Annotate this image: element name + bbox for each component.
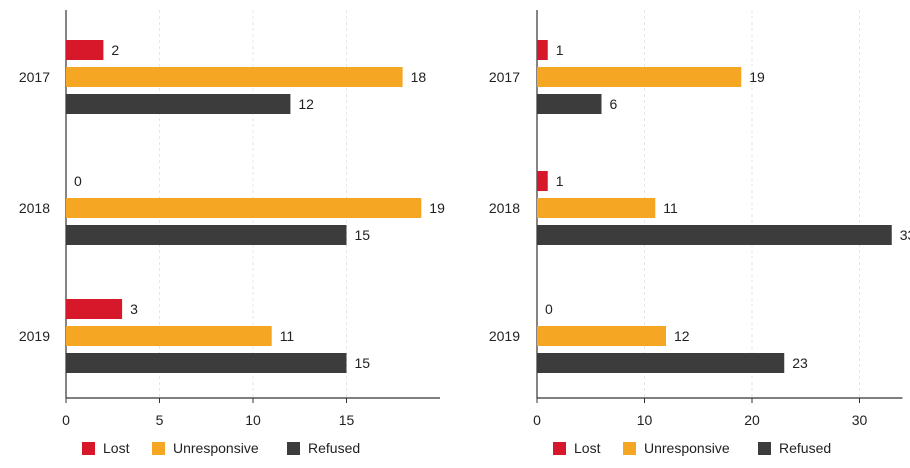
legend-swatch-unresponsive	[152, 442, 165, 455]
y-category-label: 2017	[489, 69, 520, 85]
data-label: 1	[556, 42, 564, 58]
data-label: 6	[610, 96, 618, 112]
bar-lost	[66, 299, 123, 319]
legend-swatch-lost	[553, 442, 566, 455]
legend-label-refused: Refused	[779, 440, 831, 456]
data-label: 0	[545, 301, 553, 317]
y-category-label: 2017	[19, 69, 50, 85]
legend-label-unresponsive: Unresponsive	[644, 440, 730, 456]
legend-swatch-refused	[287, 442, 300, 455]
chart-panel-2: 010203020171196201811133201901223LostUnr…	[489, 10, 910, 456]
data-label: 18	[411, 69, 427, 85]
x-tick-label: 0	[62, 412, 70, 428]
x-tick-label: 5	[156, 412, 164, 428]
bar-lost	[66, 40, 104, 60]
x-tick-label: 10	[245, 412, 261, 428]
legend-label-refused: Refused	[308, 440, 360, 456]
data-label: 12	[298, 96, 314, 112]
data-label: 15	[355, 355, 371, 371]
x-tick-label: 15	[339, 412, 355, 428]
x-tick-label: 10	[637, 412, 653, 428]
bar-unresponsive	[537, 326, 666, 346]
bar-lost	[537, 40, 548, 60]
data-label: 33	[900, 227, 910, 243]
y-category-label: 2019	[489, 328, 520, 344]
legend-label-lost: Lost	[574, 440, 601, 456]
x-tick-label: 20	[744, 412, 760, 428]
data-label: 19	[749, 69, 765, 85]
bar-unresponsive	[66, 67, 403, 87]
bar-unresponsive	[66, 326, 272, 346]
y-category-label: 2019	[19, 328, 50, 344]
y-category-label: 2018	[489, 200, 520, 216]
bar-refused	[537, 94, 602, 114]
bar-unresponsive	[537, 198, 656, 218]
chart-panel-1: 0 5 10 15 2017 2 18 12 2018 0 19 15 2019 3 11 15 Lost Unr…	[19, 10, 445, 456]
data-label: 15	[355, 227, 371, 243]
x-tick-label: 30	[852, 412, 868, 428]
bar-refused	[537, 353, 785, 373]
legend-swatch-lost	[82, 442, 95, 455]
bar-unresponsive	[66, 198, 422, 218]
data-label: 19	[429, 200, 445, 216]
legend-swatch-unresponsive	[623, 442, 636, 455]
data-label: 0	[74, 173, 82, 189]
data-label: 3	[130, 301, 138, 317]
data-label: 12	[674, 328, 690, 344]
data-label: 2	[111, 42, 119, 58]
data-label: 23	[792, 355, 808, 371]
bar-refused	[66, 225, 347, 245]
bar-refused	[66, 94, 291, 114]
legend-label-lost: Lost	[103, 440, 130, 456]
data-label: 11	[663, 200, 678, 216]
y-category-label: 2018	[19, 200, 50, 216]
bar-refused	[66, 353, 347, 373]
legend-swatch-refused	[758, 442, 771, 455]
legend-label-unresponsive: Unresponsive	[173, 440, 259, 456]
x-tick-label: 0	[533, 412, 541, 428]
bar-unresponsive	[537, 67, 742, 87]
data-label: 11	[280, 328, 295, 344]
data-label: 1	[556, 173, 564, 189]
bar-lost	[537, 171, 548, 191]
bar-refused	[537, 225, 892, 245]
